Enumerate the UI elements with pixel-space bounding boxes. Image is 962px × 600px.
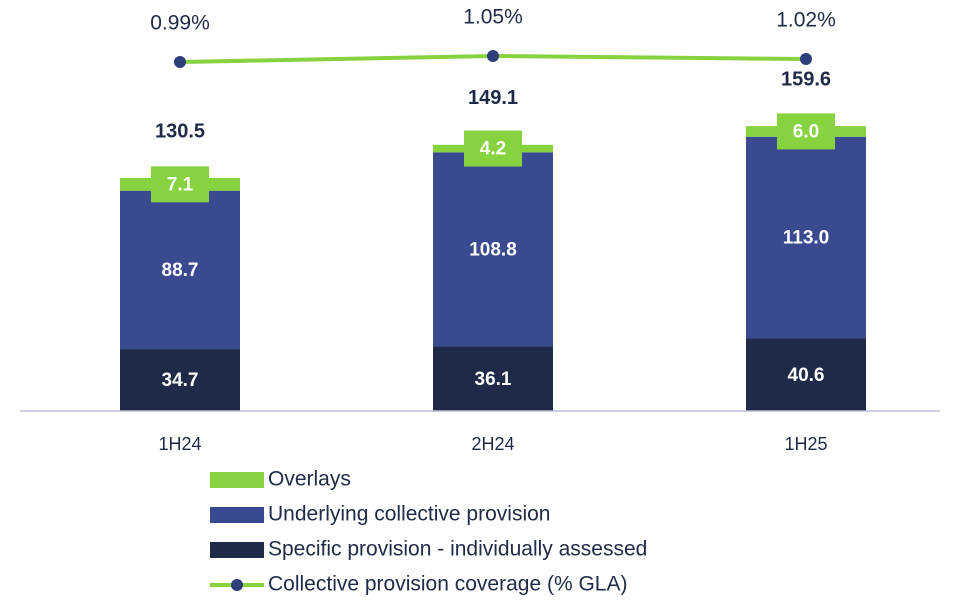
segment-label: 7.1 bbox=[167, 174, 194, 195]
line-marker bbox=[487, 50, 499, 62]
legend-text: Collective provision coverage (% GLA) bbox=[268, 573, 627, 596]
bar-segment bbox=[120, 349, 240, 411]
legend-swatch bbox=[210, 542, 264, 558]
line-marker bbox=[800, 53, 812, 65]
legend-text: Overlays bbox=[268, 468, 351, 491]
x-tick-label: 1H25 bbox=[784, 434, 827, 454]
legend-swatch bbox=[210, 507, 264, 523]
bar-segment bbox=[433, 346, 553, 411]
segment-label: 88.7 bbox=[162, 260, 199, 281]
total-label: 130.5 bbox=[155, 120, 205, 142]
line-label: 0.99% bbox=[150, 12, 210, 35]
x-tick-label: 2H24 bbox=[471, 434, 514, 454]
line-label: 1.05% bbox=[463, 6, 523, 29]
legend-text: Underlying collective provision bbox=[268, 503, 550, 526]
segment-label: 36.1 bbox=[475, 369, 512, 390]
label-badge bbox=[464, 130, 522, 167]
label-badge bbox=[777, 113, 835, 150]
segment-label: 108.8 bbox=[469, 239, 517, 260]
total-label: 159.6 bbox=[781, 68, 831, 90]
line-label: 1.02% bbox=[776, 9, 836, 32]
x-tick-label: 1H24 bbox=[158, 434, 201, 454]
legend-text: Specific provision - individually assess… bbox=[268, 538, 647, 561]
legend-marker bbox=[231, 579, 243, 591]
label-badge bbox=[151, 166, 209, 203]
total-label: 149.1 bbox=[468, 87, 518, 109]
segment-label: 113.0 bbox=[783, 228, 830, 249]
legend-swatch bbox=[210, 472, 264, 488]
bar-segment bbox=[433, 152, 553, 347]
line-marker bbox=[174, 56, 186, 68]
segment-label: 40.6 bbox=[788, 365, 825, 386]
segment-label: 4.2 bbox=[480, 139, 506, 160]
bar-segment bbox=[120, 190, 240, 350]
segment-label: 6.0 bbox=[793, 121, 819, 142]
bar-segment bbox=[746, 136, 866, 339]
bar-segment bbox=[746, 338, 866, 411]
segment-label: 34.7 bbox=[162, 370, 199, 391]
